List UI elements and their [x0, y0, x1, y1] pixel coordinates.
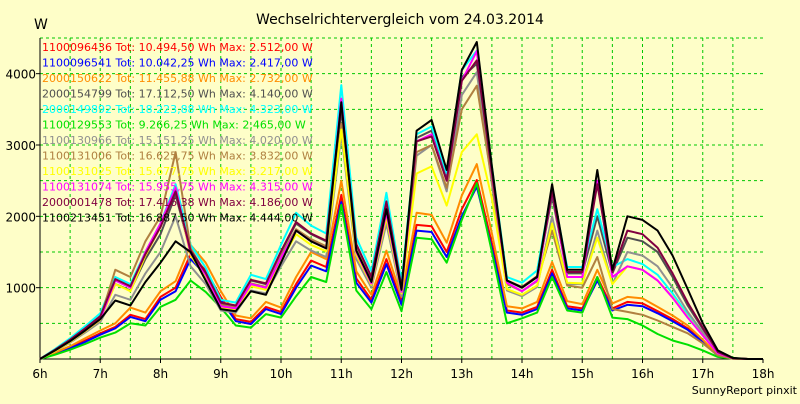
legend-entry: 1100130966 Tot: 15.151,25 Wh Max: 4.020,… — [42, 134, 313, 147]
x-tick-label: 15h — [571, 367, 594, 381]
x-tick-label: 9h — [213, 367, 228, 381]
legend-entry: 2000150622 Tot: 11.455,88 Wh Max: 2.732,… — [42, 72, 313, 85]
legend-entry: 1100131025 Tot: 15.677,75 Wh Max: 3.217,… — [42, 165, 313, 178]
series-line — [39, 41, 763, 360]
legend-entry: 2000154799 Tot: 17.112,50 Wh Max: 4.140,… — [42, 88, 313, 101]
x-tick-label: 7h — [93, 367, 108, 381]
x-tick-label: 8h — [153, 367, 168, 381]
x-tick-label: 6h — [32, 367, 47, 381]
chart-title: Wechselrichtervergleich vom 24.03.2014 — [256, 12, 544, 28]
series-line — [39, 182, 763, 360]
series-lines — [39, 41, 763, 360]
x-tick-label: 17h — [691, 367, 714, 381]
series-line — [39, 50, 763, 360]
legend-entry: 2000001478 Tot: 17.416,38 Wh Max: 4.186,… — [42, 196, 313, 209]
x-tick-label: 10h — [270, 367, 293, 381]
legend-entry: 2000149892 Tot: 18.223,88 Wh Max: 4.323,… — [42, 103, 313, 116]
footer-credit: SunnyReport pinxit — [692, 384, 798, 397]
legend: 1100096436 Tot: 10.494,50 Wh Max: 2.512,… — [42, 41, 313, 225]
y-axis-unit-label: W — [34, 17, 48, 33]
y-tick-label: 4000 — [5, 68, 36, 82]
x-tick-label: 16h — [631, 367, 654, 381]
legend-entry: 1100096541 Tot: 10.042,25 Wh Max: 2.417,… — [42, 57, 313, 70]
legend-entry: 1100131006 Tot: 16.625,75 Wh Max: 3.832,… — [42, 150, 313, 163]
legend-entry: 1100131074 Tot: 15.955,75 Wh Max: 4.315,… — [42, 181, 313, 194]
x-tick-label: 14h — [511, 367, 534, 381]
y-tick-label: 1000 — [5, 282, 36, 296]
legend-entry: 1100129553 Tot: 9.266,25 Wh Max: 2.465,0… — [42, 119, 306, 132]
legend-entry: 1100213451 Tot: 16.887,50 Wh Max: 4.444,… — [42, 212, 313, 225]
series-line — [39, 185, 763, 360]
x-tick-label: 18h — [752, 367, 775, 381]
x-tick-label: 13h — [450, 367, 473, 381]
x-tick-label: 12h — [390, 367, 413, 381]
axes: 1000 2000 3000 4000 6h 7h 8h 9h 10h 11h 12h 13h 14h 1… — [5, 38, 774, 381]
y-tick-label: 2000 — [5, 210, 36, 224]
x-tick-label: 11h — [330, 367, 353, 381]
y-tick-label: 3000 — [5, 139, 36, 153]
series-line — [39, 71, 763, 360]
legend-entry: 1100096436 Tot: 10.494,50 Wh Max: 2.512,… — [42, 41, 313, 54]
